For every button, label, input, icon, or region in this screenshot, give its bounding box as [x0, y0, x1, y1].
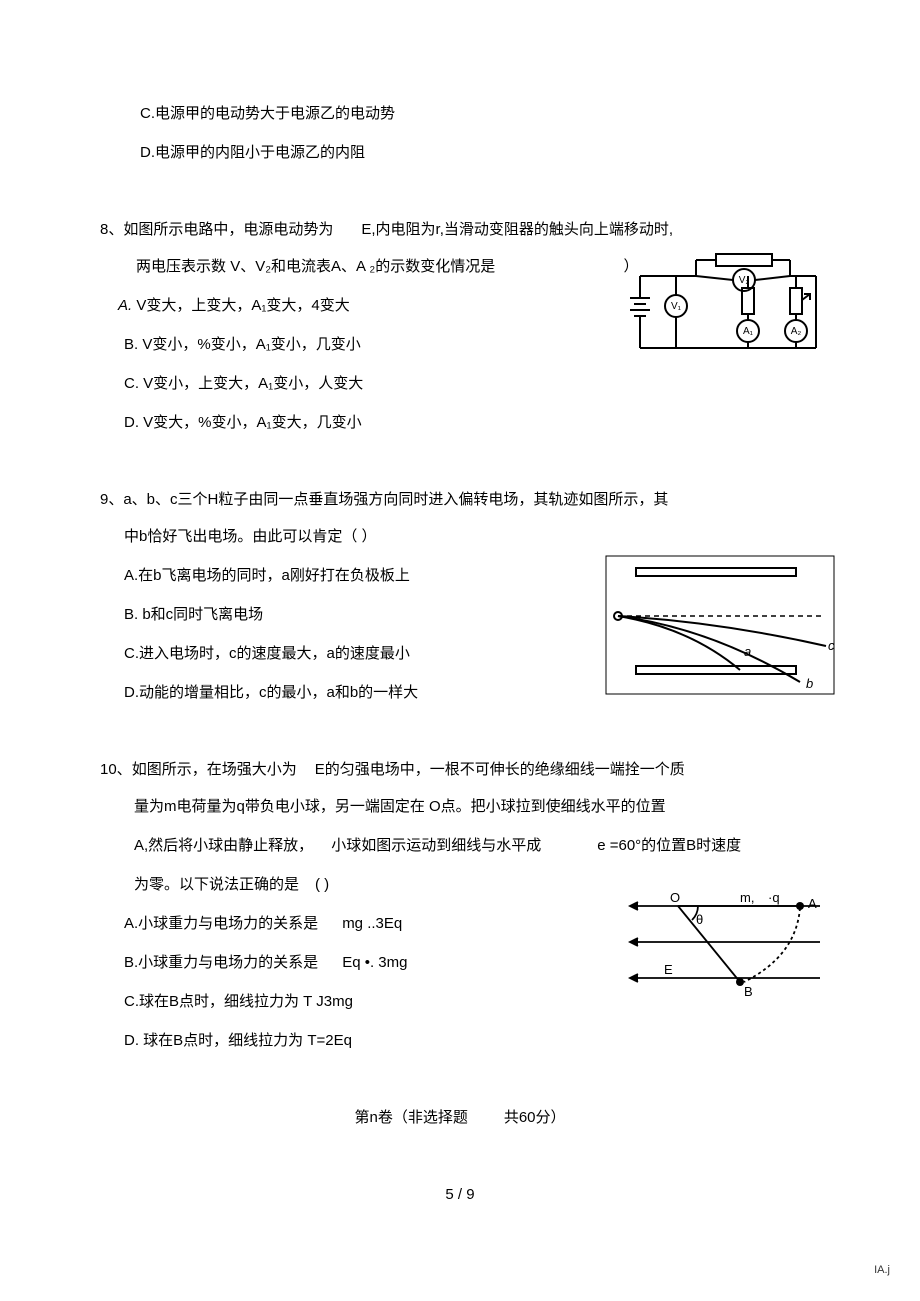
point-B-label: B [744, 984, 753, 999]
q10-a-tail: mg ..3Eq [342, 915, 402, 932]
q9-deflection-diagram: a b c [600, 550, 840, 700]
meter-a1-label: A₁ [743, 326, 754, 337]
q10-stem3b: 小球如图示运动到细线与水平成 [331, 837, 541, 854]
charge-label: ·q [768, 890, 780, 905]
q8-b-label: B. [124, 336, 138, 353]
q10-stem1b: E的匀强电场中，一根不可伸长的绝缘细线一端拴一个质 [315, 761, 685, 778]
q8-b-text: V变小，%变小，A₁变小，几变小 [138, 336, 361, 353]
traj-c-label: c [828, 638, 835, 653]
q7-option-d: D.电源甲的内阻小于电源乙的内阻 [100, 139, 820, 166]
q8-circuit-diagram: V₁ V₂ A₁ A₂ [620, 250, 830, 360]
traj-b-label: b [806, 676, 813, 691]
q8-stem1a: 如图所示电路中，电源电动势为 [123, 221, 333, 238]
q8-option-c: C. V变小，上变大，A₁变小，人变大 [100, 370, 820, 397]
meter-v2-label: V₂ [739, 275, 750, 286]
q8-stem2a: 两电压表示数 [136, 258, 226, 275]
point-O-label: O [670, 890, 680, 905]
q9-stem1: a、b、c三个H粒子由同一点垂直场强方向同时进入偏转电场，其轨迹如图所示，其 [123, 491, 668, 508]
q10-a-pre: A.小球重力与电场力的关系是 [124, 915, 318, 932]
q8-stem-line1: 8、如图所示电路中，电源电动势为 E,内电阻为r,当滑动变阻器的触头向上端移动时, [100, 216, 820, 243]
q8-a-text: V变大，上变大，A₁变大，4变大 [136, 297, 349, 314]
q10-stem3c: e =60°的位置B时速度 [597, 837, 741, 854]
q9-stem-line2: 中b恰好飞出电场。由此可以肯定（ ） [100, 523, 820, 550]
mass-label: m, [740, 890, 754, 905]
q8-a-label: A. [118, 297, 132, 314]
traj-a-label: a [744, 644, 751, 659]
q8-stem2b: V、V₂和电流表A、A ₂的示数变化情况是 [230, 258, 495, 275]
q9-stem-line1: 9、a、b、c三个H粒子由同一点垂直场强方向同时进入偏转电场，其轨迹如图所示，其 [100, 486, 820, 513]
q10-stem4: 为零。以下说法正确的是 [134, 876, 299, 893]
q8-c-label: C. [124, 375, 139, 392]
corner-mark: IA.j [874, 1261, 890, 1281]
q8-stem1b: E,内电阻为r,当滑动变阻器的触头向上端移动时, [361, 221, 673, 238]
q10-b-tail: Eq •. 3mg [342, 954, 407, 971]
q8-c-text: V变小，上变大，A₁变小，人变大 [139, 375, 363, 392]
q10-stem-line2: 量为m电荷量为q带负电小球，另一端固定在 O点。把小球拉到使细线水平的位置 [100, 793, 820, 820]
q10-number: 10、 [100, 761, 132, 778]
question-8: 8、如图所示电路中，电源电动势为 E,内电阻为r,当滑动变阻器的触头向上端移动时,… [100, 216, 820, 436]
q10-stem-line1: 10、如图所示，在场强大小为 E的匀强电场中，一根不可伸长的绝缘细线一端拴一个质 [100, 756, 820, 783]
q8-d-label: D. [124, 414, 139, 431]
q9-number: 9、 [100, 491, 123, 508]
point-A-label: A [808, 896, 817, 911]
q10-option-d: D. 球在B点时，细线拉力为 T=2Eq [100, 1027, 820, 1054]
q10-pendulum-diagram: O θ m, ·q A B E [620, 886, 830, 1006]
angle-theta-label: θ [696, 912, 703, 927]
q10-b-pre: B.小球重力与电场力的关系是 [124, 954, 318, 971]
q10-stem3a: A,然后将小球由静止释放， [134, 837, 313, 854]
question-9: 9、a、b、c三个H粒子由同一点垂直场强方向同时进入偏转电场，其轨迹如图所示，其… [100, 486, 820, 706]
section-2-heading: 第n卷（非选择题 共60分） [100, 1104, 820, 1131]
page-footer: 5 / 9 [100, 1181, 820, 1208]
q8-number: 8、 [100, 221, 123, 238]
meter-v1-label: V₁ [671, 301, 682, 312]
q10-stem4b: ( ) [315, 876, 329, 893]
section2b: 共60分） [504, 1109, 566, 1126]
q8-option-d: D. V变大，%变小，A₁变大，几变小 [100, 409, 820, 436]
q8-d-text: V变大，%变小，A₁变大，几变小 [143, 414, 361, 431]
q7-option-c: C.电源甲的电动势大于电源乙的电动势 [100, 100, 820, 127]
q10-stem1a: 如图所示，在场强大小为 [132, 761, 297, 778]
field-E-label: E [664, 962, 673, 977]
question-10: 10、如图所示，在场强大小为E的匀强电场中，一根不可伸长的绝缘细线一端拴一个质 … [100, 756, 820, 1054]
q10-stem-line3: A,然后将小球由静止释放， 小球如图示运动到细线与水平成 e =60°的位置B时速度 [100, 832, 820, 859]
meter-a2-label: A₂ [791, 326, 802, 337]
section2a: 第n卷（非选择题 [354, 1109, 467, 1126]
